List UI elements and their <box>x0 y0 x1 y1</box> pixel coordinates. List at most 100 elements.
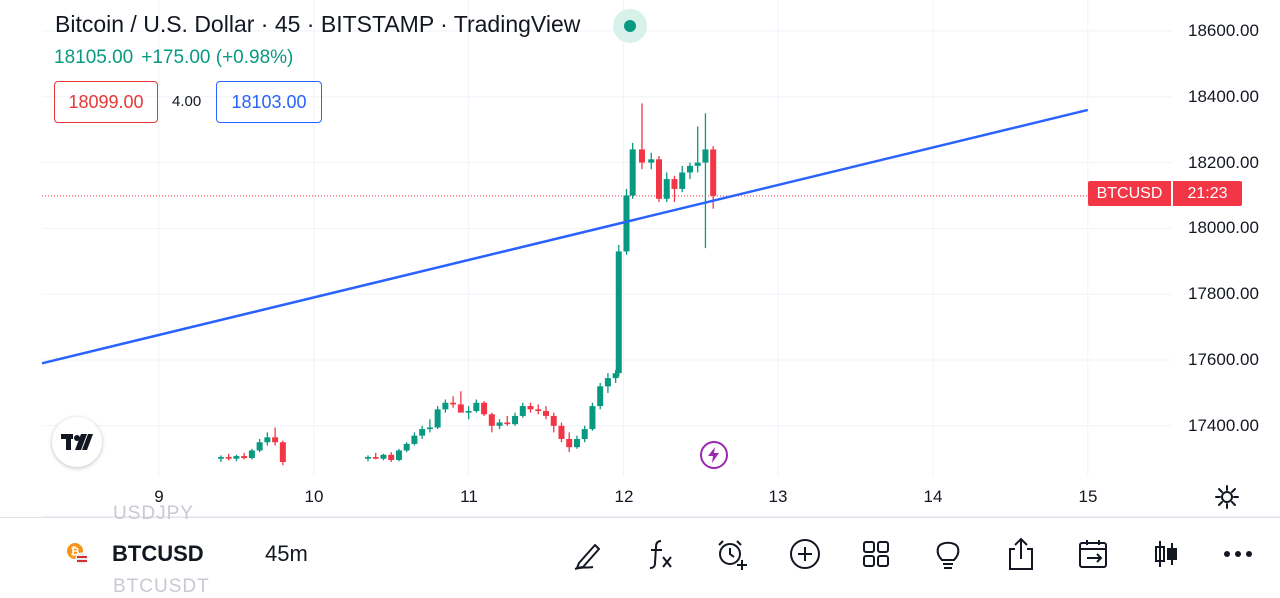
price-chart[interactable] <box>0 0 1280 517</box>
candle-body <box>481 402 488 415</box>
candle-body <box>380 454 387 459</box>
candle-body <box>419 429 426 436</box>
y-tick-label: 17400.00 <box>1188 416 1259 435</box>
candle-body <box>519 406 526 416</box>
candle-body <box>604 378 611 387</box>
lightning-icon[interactable] <box>700 441 728 469</box>
x-tick-label: 10 <box>304 487 324 506</box>
interval-button[interactable]: 45m <box>265 541 308 566</box>
candle-body <box>679 172 686 189</box>
candle-body <box>710 149 717 196</box>
price-tag-symbol: BTCUSD <box>1088 181 1171 206</box>
candle-body <box>581 429 588 439</box>
y-tick-label: 17600.00 <box>1188 350 1259 369</box>
x-tick-label: 12 <box>614 487 634 506</box>
symbol-button[interactable]: BTCUSD <box>112 541 204 566</box>
trend-line <box>41 108 1089 365</box>
candle-body <box>573 438 580 448</box>
sell-button[interactable]: 18099.00 <box>54 81 158 123</box>
y-tick-label: 18400.00 <box>1188 87 1259 106</box>
bottom-toolbar <box>0 517 1280 592</box>
y-tick-label: 18600.00 <box>1188 21 1259 40</box>
candle-body <box>504 422 511 425</box>
more-icon[interactable] <box>1220 536 1256 572</box>
candle-body <box>488 414 495 426</box>
candle-body <box>623 195 630 252</box>
y-tick-label: 18000.00 <box>1188 218 1259 237</box>
candle-body <box>612 373 619 379</box>
bitcoin-icon: ₿ <box>66 542 89 566</box>
x-tick-label: 11 <box>460 487 478 506</box>
candle-body <box>702 149 709 163</box>
replay-icon[interactable] <box>1076 536 1112 572</box>
candle-body <box>372 457 379 459</box>
candle-body <box>638 149 645 163</box>
layouts-icon[interactable] <box>858 536 894 572</box>
candle-body <box>457 404 464 413</box>
candle-body <box>395 450 402 461</box>
candle-body <box>450 402 457 405</box>
candle-body <box>403 443 410 451</box>
chart-title: Bitcoin / U.S. Dollar · 45 · BITSTAMP · … <box>55 11 581 37</box>
candle-body <box>589 406 596 430</box>
candle-body <box>364 457 371 459</box>
candle-body <box>535 409 542 411</box>
alert-icon[interactable] <box>714 536 750 572</box>
x-tick-label: 14 <box>923 487 943 506</box>
candle-body <box>663 179 670 199</box>
price-summary: 18105.00 +175.00 (+0.98%) <box>54 47 301 69</box>
y-tick-label: 18200.00 <box>1188 153 1259 172</box>
live-status-icon <box>613 9 647 43</box>
candle-body <box>512 415 519 425</box>
candle-body <box>217 457 224 459</box>
candle-body <box>411 435 418 444</box>
x-tick-label: 9 <box>154 487 164 506</box>
tradingview-logo-icon[interactable] <box>52 417 102 467</box>
y-tick-label: 17800.00 <box>1188 284 1259 303</box>
indicators-icon[interactable] <box>642 536 678 572</box>
candle-body <box>442 402 449 410</box>
candle-body <box>558 425 565 439</box>
candle-body <box>388 454 395 461</box>
candle-body <box>225 457 232 459</box>
price-tag-countdown: 21:23 <box>1173 181 1242 206</box>
candles-icon[interactable] <box>1148 536 1184 572</box>
candle-body <box>279 442 286 462</box>
candle-body <box>465 410 472 413</box>
candle-body <box>264 437 271 443</box>
candle-body <box>496 422 503 426</box>
x-tick-label: 13 <box>768 487 788 506</box>
candle-body <box>656 159 663 199</box>
candle-body <box>272 437 279 443</box>
gear-icon[interactable] <box>1214 484 1240 515</box>
candle-body <box>256 442 263 451</box>
candle-body <box>233 456 240 459</box>
candle-body <box>597 386 604 407</box>
candle-body <box>671 179 678 189</box>
candle-body <box>686 165 693 173</box>
x-tick-label: 15 <box>1078 487 1098 506</box>
candle-body <box>434 409 441 428</box>
candle-body <box>629 149 636 196</box>
next-symbol[interactable]: BTCUSDT <box>113 576 210 597</box>
svg-text:₿: ₿ <box>71 546 80 558</box>
candle-body <box>566 438 573 448</box>
price-change: +175.00 (+0.98%) <box>141 47 294 68</box>
buy-button[interactable]: 18103.00 <box>216 81 322 123</box>
drawing-icon[interactable] <box>570 536 606 572</box>
prev-symbol[interactable]: USDJPY <box>113 503 194 524</box>
last-price: 18105.00 <box>54 47 134 68</box>
candle-body <box>527 406 534 410</box>
candle-body <box>543 410 549 416</box>
candle-body <box>550 415 557 426</box>
candle-body <box>615 251 622 374</box>
add-icon[interactable] <box>787 536 823 572</box>
candle-body <box>473 402 480 411</box>
share-icon[interactable] <box>1003 536 1039 572</box>
candle-body <box>241 456 248 459</box>
ideas-icon[interactable] <box>930 536 966 572</box>
spread-value: 4.00 <box>172 93 202 110</box>
candle-body <box>426 427 433 430</box>
candle-body <box>694 162 701 166</box>
candle-body <box>248 450 255 459</box>
